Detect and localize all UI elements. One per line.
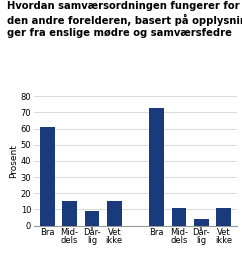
Bar [107, 201, 121, 225]
Y-axis label: Prosent: Prosent [9, 144, 18, 178]
Bar [150, 108, 164, 226]
Bar [62, 201, 77, 225]
Bar [40, 127, 54, 226]
Bar [172, 208, 186, 226]
Bar [217, 208, 231, 226]
Text: Hvordan samværsordningen fungerer for
den andre forelderen, basert på opplysnin-: Hvordan samværsordningen fungerer for de… [7, 1, 242, 38]
Bar [85, 211, 99, 226]
Bar [194, 219, 209, 225]
